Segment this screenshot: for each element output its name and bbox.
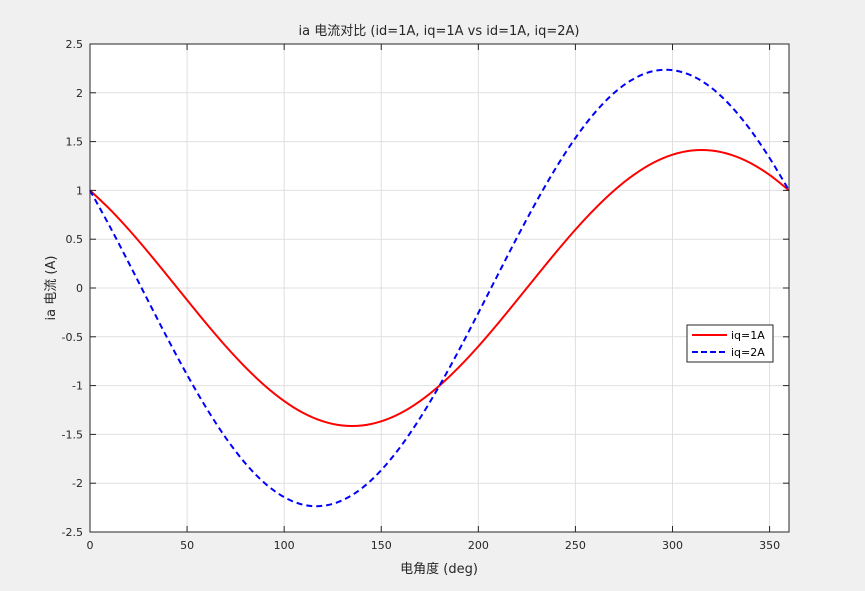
chart-title: ia 电流对比 (id=1A, iq=1A vs id=1A, iq=2A)	[299, 24, 580, 39]
y-tick-labels: -2.5 -2 -1.5 -1 -0.5 0 0.5 1 1.5 2 2.5	[62, 38, 83, 539]
legend: iq=1A iq=2A	[686, 324, 774, 363]
legend-label-series-2: iq=2A	[731, 346, 765, 359]
x-tick-label: 200	[468, 539, 489, 552]
y-tick-label: -2.5	[62, 526, 83, 539]
y-tick-label: -0.5	[62, 331, 83, 344]
series-line-1	[89, 148, 790, 428]
tick-marks	[89, 43, 789, 533]
x-tick-labels: 0 50 100 150 200 250 300 350	[87, 539, 781, 552]
x-tick-label: 300	[662, 539, 683, 552]
y-tick-label: 0.5	[66, 233, 84, 246]
x-axis-label: 电角度 (deg)	[400, 561, 478, 577]
x-tick-label: 250	[565, 539, 586, 552]
legend-label-series-1: iq=1A	[731, 329, 765, 342]
y-tick-label: -2	[72, 477, 83, 490]
y-tick-label: 2	[76, 87, 83, 100]
x-tick-label: 50	[180, 539, 194, 552]
y-tick-label: -1.5	[62, 428, 83, 441]
y-tick-label: 1.5	[66, 136, 84, 149]
y-tick-label: 1	[76, 184, 83, 197]
legend-box	[686, 324, 774, 363]
x-tick-label: 350	[759, 539, 780, 552]
y-tick-label: 0	[76, 282, 83, 295]
x-tick-label: 150	[371, 539, 392, 552]
y-axis-label: ia 电流 (A)	[44, 256, 59, 321]
y-tick-label: -1	[72, 380, 83, 393]
series-layer	[89, 68, 790, 508]
x-tick-label: 0	[87, 539, 94, 552]
y-tick-label: 2.5	[66, 38, 84, 51]
x-tick-label: 100	[274, 539, 295, 552]
